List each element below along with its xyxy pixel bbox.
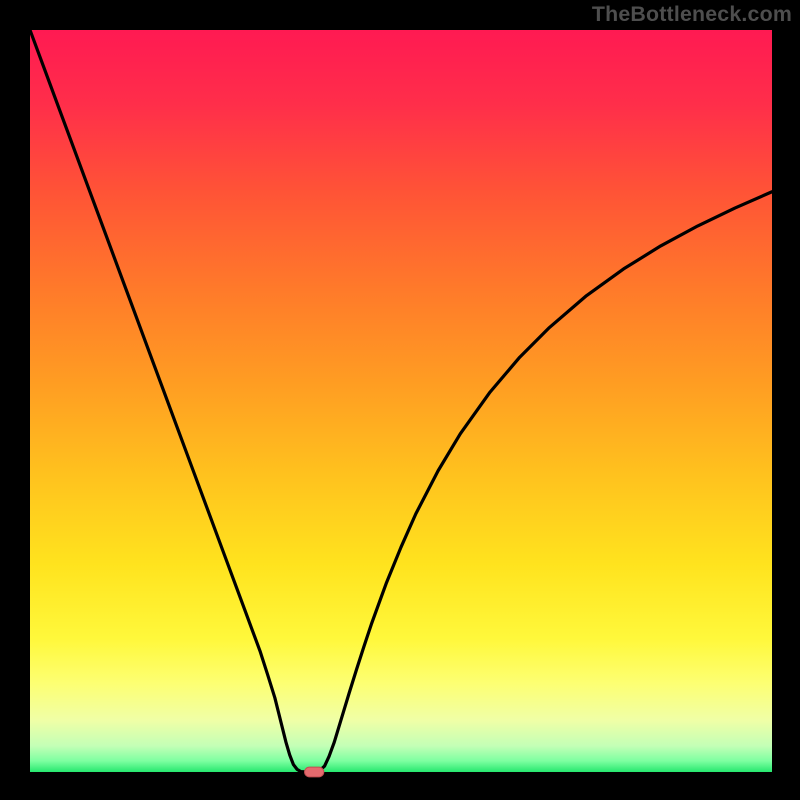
plot-area — [30, 30, 772, 772]
bottleneck-chart — [0, 0, 800, 800]
watermark-text: TheBottleneck.com — [592, 2, 792, 27]
chart-container: { "watermark": { "text": "TheBottleneck.… — [0, 0, 800, 800]
optimum-marker — [305, 767, 324, 777]
